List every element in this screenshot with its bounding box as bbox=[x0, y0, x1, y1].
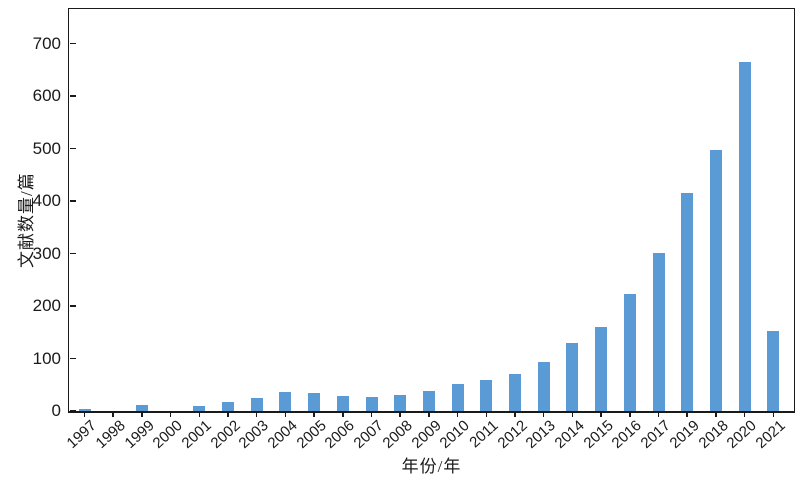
bar-2012 bbox=[509, 374, 521, 411]
x-tick-mark bbox=[284, 413, 287, 417]
x-tick-mark bbox=[743, 413, 746, 417]
bar-2006 bbox=[336, 395, 349, 411]
x-tick-mark bbox=[169, 413, 172, 417]
bar-2010 bbox=[451, 384, 464, 411]
bar-1999 bbox=[135, 405, 148, 411]
bar-1997 bbox=[78, 409, 91, 411]
bar-2018 bbox=[709, 149, 722, 411]
x-tick-mark bbox=[83, 413, 86, 417]
y-tick-label: 400 bbox=[32, 191, 61, 211]
bar-2004 bbox=[279, 391, 292, 411]
bar-2015 bbox=[595, 327, 608, 411]
x-tick-label-2000: 2000 bbox=[149, 417, 186, 452]
x-tick-mark bbox=[772, 413, 775, 417]
bar-2002 bbox=[222, 402, 234, 411]
x-tick-label-2004: 2004 bbox=[264, 417, 301, 452]
bar-2016 bbox=[623, 294, 636, 411]
y-tick-label: 0 bbox=[51, 401, 61, 420]
x-tick-mark bbox=[657, 413, 660, 417]
x-tick-label-2008: 2008 bbox=[379, 417, 416, 452]
x-tick-mark bbox=[629, 413, 631, 417]
bar-2011 bbox=[480, 380, 493, 411]
bar-2019 bbox=[681, 193, 694, 411]
y-tick-mark bbox=[69, 200, 76, 202]
x-tick-mark bbox=[141, 413, 143, 417]
bar-2003 bbox=[250, 397, 263, 411]
x-tick-label-2013: 2013 bbox=[522, 417, 560, 452]
x-tick-label-2015: 2015 bbox=[580, 417, 617, 452]
x-tick-label-2021: 2021 bbox=[752, 417, 789, 452]
x-tick-mark bbox=[227, 413, 229, 417]
x-tick-label-2014: 2014 bbox=[551, 417, 588, 452]
x-tick-label-2012: 2012 bbox=[494, 417, 531, 452]
y-tick-label: 100 bbox=[32, 348, 61, 368]
x-tick-label-2009: 2009 bbox=[408, 417, 445, 452]
x-tick-label-2003: 2003 bbox=[235, 417, 273, 452]
x-tick-label-1998: 1998 bbox=[92, 417, 129, 452]
x-tick-label-2010: 2010 bbox=[436, 417, 473, 452]
x-tick-label-1999: 1999 bbox=[121, 417, 158, 452]
y-tick-label: 300 bbox=[32, 243, 61, 263]
x-tick-mark bbox=[686, 413, 688, 417]
y-tick-label: 700 bbox=[32, 33, 61, 53]
y-tick-mark bbox=[69, 357, 76, 360]
x-tick-label-2018: 2018 bbox=[695, 417, 732, 452]
y-tick-mark bbox=[69, 305, 76, 307]
x-tick-mark bbox=[370, 413, 373, 417]
x-axis-title: 年份/年 bbox=[401, 457, 462, 476]
bar-2009 bbox=[422, 391, 435, 411]
y-tick-label: 600 bbox=[32, 86, 61, 106]
bar-2007 bbox=[365, 397, 378, 411]
y-tick-mark bbox=[69, 410, 76, 412]
x-tick-mark bbox=[542, 413, 545, 417]
x-tick-label-2002: 2002 bbox=[207, 417, 244, 452]
x-tick-mark bbox=[600, 413, 602, 417]
x-tick-mark bbox=[342, 413, 344, 417]
y-tick-mark bbox=[69, 42, 76, 45]
x-tick-label-2006: 2006 bbox=[322, 417, 359, 452]
y-tick-mark bbox=[69, 147, 76, 150]
x-tick-label-2011: 2011 bbox=[466, 417, 502, 452]
y-tick-label: 500 bbox=[32, 138, 61, 158]
y-tick-mark bbox=[69, 95, 76, 97]
x-tick-mark bbox=[255, 413, 258, 417]
bar-2017 bbox=[652, 253, 665, 411]
bar-2005 bbox=[308, 392, 321, 411]
x-tick-mark bbox=[514, 413, 516, 417]
x-tick-mark bbox=[399, 413, 401, 417]
x-tick-label-1997: 1997 bbox=[63, 417, 100, 452]
x-tick-label-2001: 2001 bbox=[178, 417, 215, 452]
bar-2021 bbox=[767, 331, 780, 411]
x-tick-mark bbox=[112, 413, 114, 417]
x-tick-label-2019: 2019 bbox=[666, 417, 703, 452]
bar-2013 bbox=[537, 362, 550, 411]
bar-2008 bbox=[394, 394, 407, 411]
x-tick-mark bbox=[485, 413, 488, 417]
plot-area bbox=[68, 8, 795, 413]
bar-2014 bbox=[566, 342, 579, 411]
x-tick-mark bbox=[456, 413, 459, 417]
x-tick-mark bbox=[571, 413, 574, 417]
x-tick-label-2016: 2016 bbox=[609, 417, 646, 452]
x-tick-mark bbox=[428, 413, 430, 417]
x-tick-mark bbox=[313, 413, 315, 417]
x-tick-label-2005: 2005 bbox=[293, 417, 330, 452]
y-tick-label: 200 bbox=[32, 296, 61, 316]
bar-2020 bbox=[738, 61, 751, 411]
x-tick-label-2007: 2007 bbox=[350, 417, 387, 452]
y-tick-mark bbox=[69, 252, 76, 255]
x-tick-label-2020: 2020 bbox=[723, 417, 760, 452]
x-tick-label-2017: 2017 bbox=[637, 417, 674, 452]
x-tick-mark bbox=[715, 413, 717, 417]
bar-2001 bbox=[193, 406, 206, 411]
x-tick-mark bbox=[198, 413, 201, 417]
